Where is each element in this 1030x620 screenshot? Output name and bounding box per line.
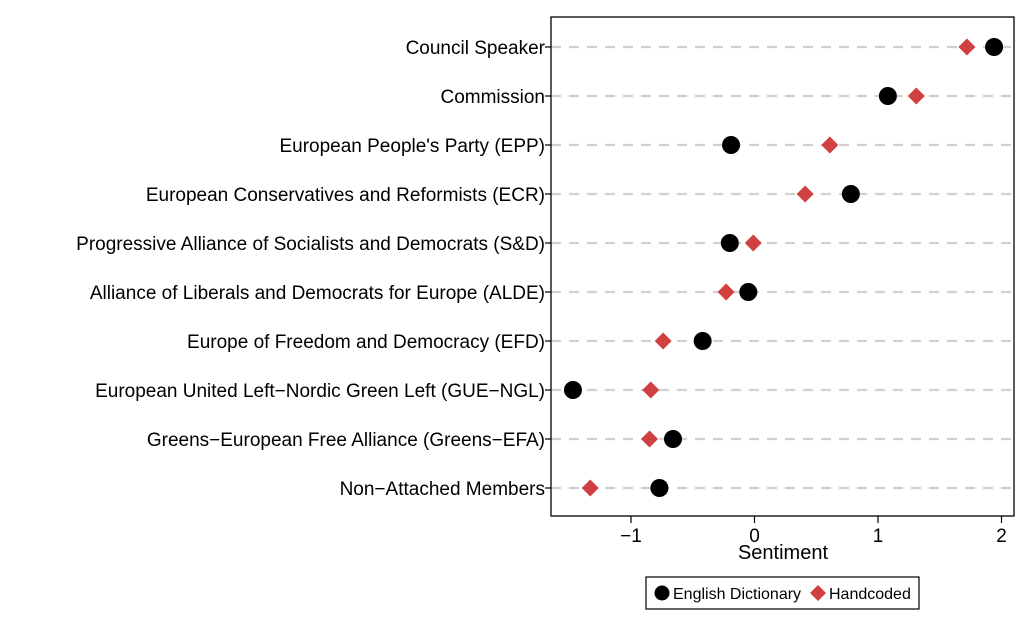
legend-label-handcoded: Handcoded — [829, 586, 911, 603]
point-english-dictionary — [563, 381, 582, 399]
point-english-dictionary — [878, 87, 897, 105]
legend-box — [645, 576, 920, 610]
point-handcoded — [581, 479, 599, 497]
point-handcoded — [717, 283, 735, 301]
point-english-dictionary — [841, 185, 860, 203]
plot-frame — [550, 16, 1015, 517]
category-label: Non−Attached Members — [340, 479, 545, 500]
x-axis-title: Sentiment — [738, 542, 828, 564]
point-handcoded — [796, 185, 814, 203]
category-label: European People's Party (EPP) — [279, 136, 545, 157]
category-label: Council Speaker — [406, 38, 546, 59]
category-label: Alliance of Liberals and Democrats for E… — [90, 283, 545, 304]
x-tick-label: −1 — [620, 526, 642, 547]
x-tick-label: 1 — [873, 526, 884, 547]
point-handcoded — [642, 381, 660, 399]
category-label: European United Left−Nordic Green Left (… — [95, 381, 545, 402]
category-label: Commission — [440, 87, 545, 108]
point-handcoded — [958, 38, 976, 56]
point-handcoded — [654, 332, 672, 350]
category-labels: Council Speaker Commission European People… — [76, 38, 551, 500]
x-axis: −1 0 1 2 — [620, 516, 1007, 547]
point-english-dictionary — [985, 38, 1004, 56]
point-english-dictionary — [693, 332, 712, 350]
point-english-dictionary — [720, 234, 739, 252]
category-label: Europe of Freedom and Democracy (EFD) — [187, 332, 545, 353]
legend-marker-english-dictionary — [654, 585, 670, 601]
point-english-dictionary — [650, 479, 669, 497]
data-points — [563, 38, 1004, 497]
point-handcoded — [744, 234, 762, 252]
legend-marker-handcoded — [810, 585, 826, 601]
category-label: Progressive Alliance of Socialists and D… — [76, 234, 545, 255]
legend: English Dictionary Handcoded — [645, 576, 920, 610]
point-handcoded — [821, 136, 839, 154]
x-tick-label: 2 — [996, 526, 1007, 547]
category-label: Greens−European Free Alliance (Greens−EF… — [147, 430, 545, 451]
legend-label-english-dictionary: English Dictionary — [673, 586, 801, 603]
gridlines — [551, 45, 1014, 490]
point-english-dictionary — [663, 430, 682, 448]
category-label: European Conservatives and Reformists (E… — [146, 185, 545, 206]
point-english-dictionary — [739, 283, 758, 301]
point-handcoded — [907, 87, 925, 105]
point-handcoded — [641, 430, 659, 448]
x-tick-label: 0 — [749, 526, 760, 547]
point-english-dictionary — [722, 136, 741, 154]
